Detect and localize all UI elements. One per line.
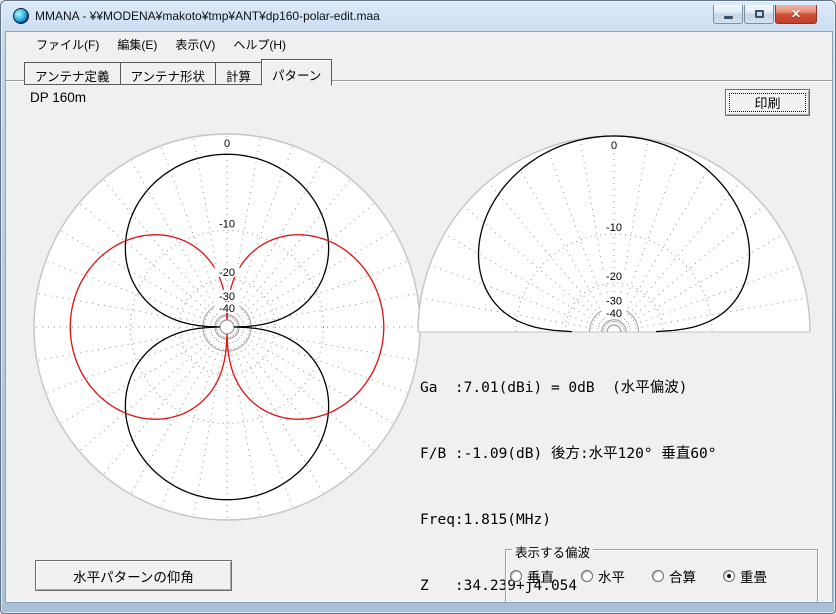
azimuth-elevation-button[interactable]: 水平パターンの仰角 — [35, 560, 232, 591]
result-freq: Freq:1.815(MHz) — [420, 512, 551, 528]
title-bar[interactable]: MMANA - ¥¥MODENA¥makoto¥tmp¥ANT¥dp160-po… — [1, 1, 835, 31]
result-summary: Ga :7.01(dBi) = 0dB (水平偏波) F/B :-1.09(dB… — [420, 333, 733, 602]
tabstrip-line-highlight — [6, 81, 832, 82]
svg-text:-40: -40 — [606, 308, 622, 320]
elevation-polar-plot: 0 -10 -20 -30-40 — [417, 135, 811, 333]
polarization-groupbox: 表示する偏波 垂直 水平 合算 重畳 — [505, 542, 818, 602]
print-button[interactable]: 印刷 — [725, 89, 810, 116]
radio-horizontal-label: 水平 — [598, 570, 625, 585]
menu-edit[interactable]: 編集(E) — [117, 37, 158, 52]
svg-text:-30: -30 — [606, 296, 622, 308]
tab-pattern[interactable]: パターン — [261, 59, 333, 86]
close-icon: ✕ — [790, 7, 802, 21]
svg-text:-10: -10 — [606, 222, 622, 234]
radio-combined[interactable]: 合算 — [652, 566, 696, 586]
radio-overlay-icon[interactable] — [723, 570, 735, 582]
radio-horizontal[interactable]: 水平 — [581, 566, 625, 586]
menu-bar: ファイル(F) 編集(E) 表示(V) ヘルプ(H) — [6, 32, 832, 56]
azimuth-polar-plot: 0 -10 -20 -30-40 — [33, 133, 421, 521]
radio-overlay-label: 重畳 — [740, 570, 767, 585]
close-button[interactable]: ✕ — [775, 5, 817, 24]
print-button-label: 印刷 — [729, 93, 806, 112]
radio-combined-label: 合算 — [669, 570, 696, 585]
radio-vertical-icon[interactable] — [510, 570, 522, 582]
svg-text:0: 0 — [611, 140, 617, 152]
result-gain: Ga :7.01(dBi) = 0dB (水平偏波) — [420, 380, 688, 396]
polarization-options: 垂直 水平 合算 重畳 — [510, 566, 767, 586]
app-icon — [13, 8, 29, 24]
radio-overlay[interactable]: 重畳 — [723, 566, 767, 586]
radio-vertical[interactable]: 垂直 — [510, 566, 554, 586]
svg-text:-20: -20 — [606, 271, 622, 283]
maximize-icon — [754, 10, 764, 18]
window-controls: ✕ — [712, 5, 817, 24]
svg-text:-30: -30 — [219, 291, 235, 303]
svg-text:-40: -40 — [219, 303, 235, 315]
tabstrip-line — [6, 80, 832, 81]
maximize-button[interactable] — [744, 5, 774, 24]
client-area: ファイル(F) 編集(E) 表示(V) ヘルプ(H) アンテナ定義 アンテナ形状… — [5, 31, 833, 603]
radio-horizontal-icon[interactable] — [581, 570, 593, 582]
minimize-icon — [723, 16, 733, 19]
tab-calculation[interactable]: 計算 — [215, 62, 263, 85]
result-fb: F/B :-1.09(dB) 後方:水平120° 垂直60° — [420, 446, 717, 462]
tab-antenna-definition[interactable]: アンテナ定義 — [24, 62, 121, 85]
menu-file[interactable]: ファイル(F) — [36, 37, 100, 52]
radio-combined-icon[interactable] — [652, 570, 664, 582]
minimize-button[interactable] — [713, 5, 743, 24]
menu-help[interactable]: ヘルプ(H) — [233, 37, 286, 52]
menu-view[interactable]: 表示(V) — [175, 37, 216, 52]
radio-vertical-label: 垂直 — [527, 570, 554, 585]
window-title: MMANA - ¥¥MODENA¥makoto¥tmp¥ANT¥dp160-po… — [35, 9, 380, 23]
result-impedance: Z :34.239+j4.054 — [420, 578, 578, 594]
svg-text:0: 0 — [224, 138, 230, 150]
antenna-name-label: DP 160m — [30, 90, 87, 105]
tab-strip: アンテナ定義 アンテナ形状 計算 パターン — [24, 58, 333, 86]
tab-antenna-shape[interactable]: アンテナ形状 — [119, 62, 217, 85]
svg-text:-20: -20 — [219, 267, 235, 279]
svg-text:-10: -10 — [219, 219, 235, 231]
polarization-legend: 表示する偏波 — [512, 542, 594, 561]
